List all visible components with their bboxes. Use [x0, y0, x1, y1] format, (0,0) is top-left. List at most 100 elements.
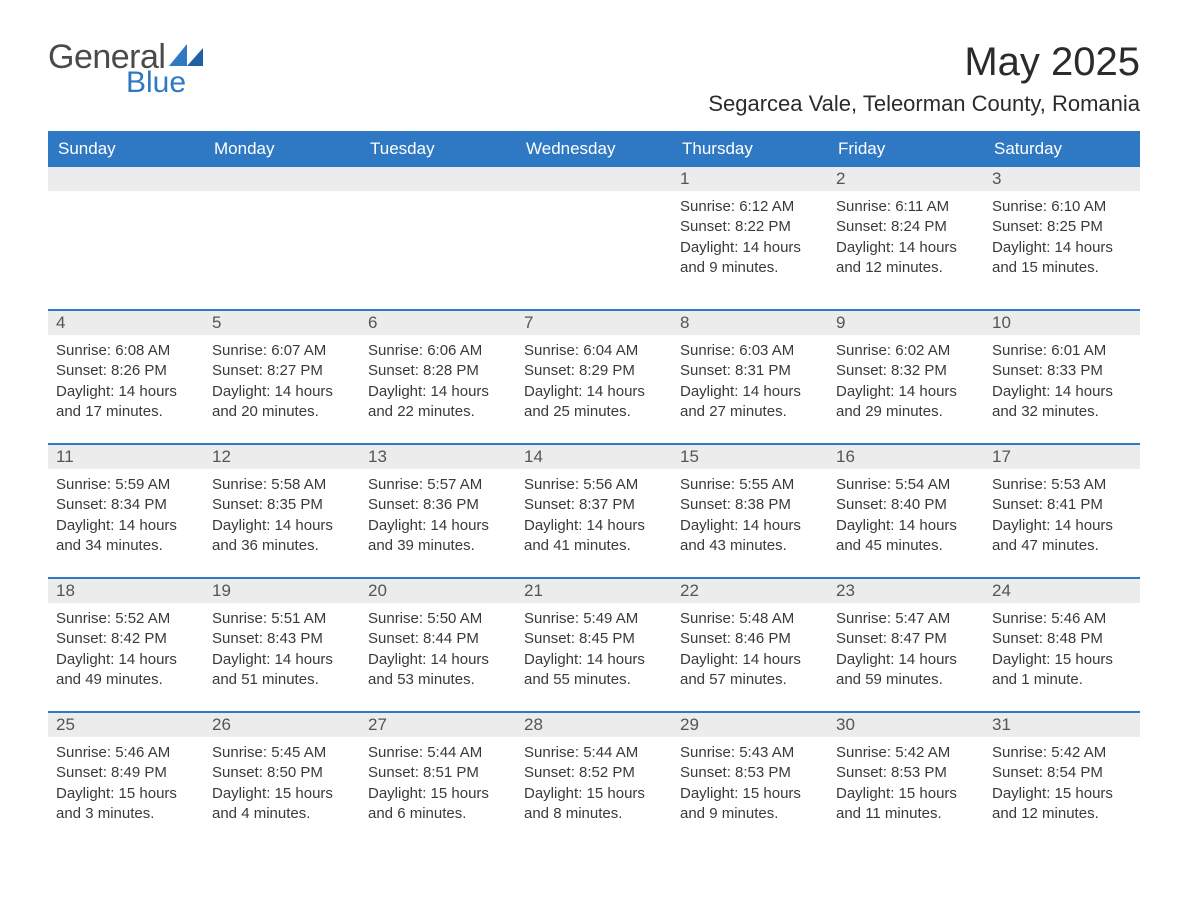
week-row: 4Sunrise: 6:08 AMSunset: 8:26 PMDaylight… — [48, 309, 1140, 429]
day-body: Sunrise: 5:44 AMSunset: 8:52 PMDaylight:… — [516, 737, 672, 828]
sunset-text: Sunset: 8:32 PM — [836, 361, 976, 381]
day-number: 23 — [828, 579, 984, 603]
day-cell: 10Sunrise: 6:01 AMSunset: 8:33 PMDayligh… — [984, 311, 1140, 429]
day-cell: 25Sunrise: 5:46 AMSunset: 8:49 PMDayligh… — [48, 713, 204, 831]
daylight-text: Daylight: 15 hours and 8 minutes. — [524, 784, 664, 825]
weekday-header: Thursday — [672, 131, 828, 167]
daylight-text: Daylight: 14 hours and 12 minutes. — [836, 238, 976, 279]
day-cell: 17Sunrise: 5:53 AMSunset: 8:41 PMDayligh… — [984, 445, 1140, 563]
day-body: Sunrise: 6:03 AMSunset: 8:31 PMDaylight:… — [672, 335, 828, 426]
weekday-header-row: Sunday Monday Tuesday Wednesday Thursday… — [48, 131, 1140, 167]
day-cell: 29Sunrise: 5:43 AMSunset: 8:53 PMDayligh… — [672, 713, 828, 831]
day-cell — [48, 167, 204, 295]
week-row: 18Sunrise: 5:52 AMSunset: 8:42 PMDayligh… — [48, 577, 1140, 697]
page-header: General Blue May 2025 Segarcea Vale, Tel… — [48, 40, 1140, 117]
week-row: 1Sunrise: 6:12 AMSunset: 8:22 PMDaylight… — [48, 167, 1140, 295]
day-cell: 28Sunrise: 5:44 AMSunset: 8:52 PMDayligh… — [516, 713, 672, 831]
day-number: 8 — [672, 311, 828, 335]
day-cell: 7Sunrise: 6:04 AMSunset: 8:29 PMDaylight… — [516, 311, 672, 429]
sunrise-text: Sunrise: 5:51 AM — [212, 609, 352, 629]
day-number: 13 — [360, 445, 516, 469]
day-number: 26 — [204, 713, 360, 737]
day-number: 30 — [828, 713, 984, 737]
daylight-text: Daylight: 15 hours and 4 minutes. — [212, 784, 352, 825]
daylight-text: Daylight: 14 hours and 51 minutes. — [212, 650, 352, 691]
day-cell: 13Sunrise: 5:57 AMSunset: 8:36 PMDayligh… — [360, 445, 516, 563]
daylight-text: Daylight: 14 hours and 47 minutes. — [992, 516, 1132, 557]
sunrise-text: Sunrise: 5:44 AM — [368, 743, 508, 763]
day-number: 10 — [984, 311, 1140, 335]
daylight-text: Daylight: 15 hours and 12 minutes. — [992, 784, 1132, 825]
day-number: 28 — [516, 713, 672, 737]
day-body: Sunrise: 5:49 AMSunset: 8:45 PMDaylight:… — [516, 603, 672, 694]
day-body: Sunrise: 5:48 AMSunset: 8:46 PMDaylight:… — [672, 603, 828, 694]
sunset-text: Sunset: 8:35 PM — [212, 495, 352, 515]
day-body: Sunrise: 6:07 AMSunset: 8:27 PMDaylight:… — [204, 335, 360, 426]
day-cell: 20Sunrise: 5:50 AMSunset: 8:44 PMDayligh… — [360, 579, 516, 697]
day-body: Sunrise: 5:58 AMSunset: 8:35 PMDaylight:… — [204, 469, 360, 560]
daylight-text: Daylight: 14 hours and 34 minutes. — [56, 516, 196, 557]
day-cell: 4Sunrise: 6:08 AMSunset: 8:26 PMDaylight… — [48, 311, 204, 429]
day-body: Sunrise: 5:47 AMSunset: 8:47 PMDaylight:… — [828, 603, 984, 694]
sunset-text: Sunset: 8:44 PM — [368, 629, 508, 649]
day-cell: 16Sunrise: 5:54 AMSunset: 8:40 PMDayligh… — [828, 445, 984, 563]
sunrise-text: Sunrise: 6:06 AM — [368, 341, 508, 361]
brand-blue-text: Blue — [126, 68, 203, 98]
day-body: Sunrise: 6:10 AMSunset: 8:25 PMDaylight:… — [984, 191, 1140, 282]
day-cell: 1Sunrise: 6:12 AMSunset: 8:22 PMDaylight… — [672, 167, 828, 295]
day-number: 29 — [672, 713, 828, 737]
daylight-text: Daylight: 14 hours and 36 minutes. — [212, 516, 352, 557]
week-row: 25Sunrise: 5:46 AMSunset: 8:49 PMDayligh… — [48, 711, 1140, 831]
daylight-text: Daylight: 14 hours and 53 minutes. — [368, 650, 508, 691]
day-number: 7 — [516, 311, 672, 335]
day-number: 1 — [672, 167, 828, 191]
sunrise-text: Sunrise: 5:42 AM — [992, 743, 1132, 763]
sunrise-text: Sunrise: 6:04 AM — [524, 341, 664, 361]
day-body: Sunrise: 5:55 AMSunset: 8:38 PMDaylight:… — [672, 469, 828, 560]
day-cell: 24Sunrise: 5:46 AMSunset: 8:48 PMDayligh… — [984, 579, 1140, 697]
weekday-header: Sunday — [48, 131, 204, 167]
location-text: Segarcea Vale, Teleorman County, Romania — [708, 91, 1140, 117]
day-cell: 14 Sunrise: 5:56 AMSunset: 8:37 PMDayligh… — [516, 445, 672, 563]
day-body: Sunrise: 5:44 AMSunset: 8:51 PMDaylight:… — [360, 737, 516, 828]
sunset-text: Sunset: 8:37 PM — [524, 495, 664, 515]
day-cell: 22Sunrise: 5:48 AMSunset: 8:46 PMDayligh… — [672, 579, 828, 697]
day-number: 14 — [516, 445, 672, 469]
sunrise-text: Sunrise: 5:46 AM — [56, 743, 196, 763]
day-body: Sunrise: 5:42 AMSunset: 8:53 PMDaylight:… — [828, 737, 984, 828]
day-body: Sunrise: 5:53 AMSunset: 8:41 PMDaylight:… — [984, 469, 1140, 560]
daylight-text: Daylight: 14 hours and 57 minutes. — [680, 650, 820, 691]
weekday-header: Friday — [828, 131, 984, 167]
daylight-text: Daylight: 14 hours and 15 minutes. — [992, 238, 1132, 279]
sunset-text: Sunset: 8:42 PM — [56, 629, 196, 649]
day-body: Sunrise: 5:57 AMSunset: 8:36 PMDaylight:… — [360, 469, 516, 560]
sunset-text: Sunset: 8:27 PM — [212, 361, 352, 381]
day-body: Sunrise: 6:01 AMSunset: 8:33 PMDaylight:… — [984, 335, 1140, 426]
day-cell: 8Sunrise: 6:03 AMSunset: 8:31 PMDaylight… — [672, 311, 828, 429]
daylight-text: Daylight: 14 hours and 49 minutes. — [56, 650, 196, 691]
day-cell: 12Sunrise: 5:58 AMSunset: 8:35 PMDayligh… — [204, 445, 360, 563]
day-body: Sunrise: 6:06 AMSunset: 8:28 PMDaylight:… — [360, 335, 516, 426]
sunset-text: Sunset: 8:25 PM — [992, 217, 1132, 237]
sunrise-text: Sunrise: 5:47 AM — [836, 609, 976, 629]
day-body: Sunrise: 6:08 AMSunset: 8:26 PMDaylight:… — [48, 335, 204, 426]
weekday-header: Saturday — [984, 131, 1140, 167]
day-cell: 9Sunrise: 6:02 AMSunset: 8:32 PMDaylight… — [828, 311, 984, 429]
day-body — [48, 191, 204, 201]
sunrise-text: Sunrise: 5:57 AM — [368, 475, 508, 495]
day-cell: 23Sunrise: 5:47 AMSunset: 8:47 PMDayligh… — [828, 579, 984, 697]
sunset-text: Sunset: 8:36 PM — [368, 495, 508, 515]
sunrise-text: Sunrise: 5:56 AM — [524, 475, 664, 495]
sunrise-text: Sunrise: 6:07 AM — [212, 341, 352, 361]
sunset-text: Sunset: 8:46 PM — [680, 629, 820, 649]
sunrise-text: Sunrise: 5:43 AM — [680, 743, 820, 763]
daylight-text: Daylight: 14 hours and 41 minutes. — [524, 516, 664, 557]
day-body — [204, 191, 360, 201]
day-cell: 19Sunrise: 5:51 AMSunset: 8:43 PMDayligh… — [204, 579, 360, 697]
day-body: Sunrise: 6:04 AMSunset: 8:29 PMDaylight:… — [516, 335, 672, 426]
sunset-text: Sunset: 8:31 PM — [680, 361, 820, 381]
sunrise-text: Sunrise: 6:08 AM — [56, 341, 196, 361]
day-cell: 30Sunrise: 5:42 AMSunset: 8:53 PMDayligh… — [828, 713, 984, 831]
daylight-text: Daylight: 14 hours and 25 minutes. — [524, 382, 664, 423]
day-number: 3 — [984, 167, 1140, 191]
